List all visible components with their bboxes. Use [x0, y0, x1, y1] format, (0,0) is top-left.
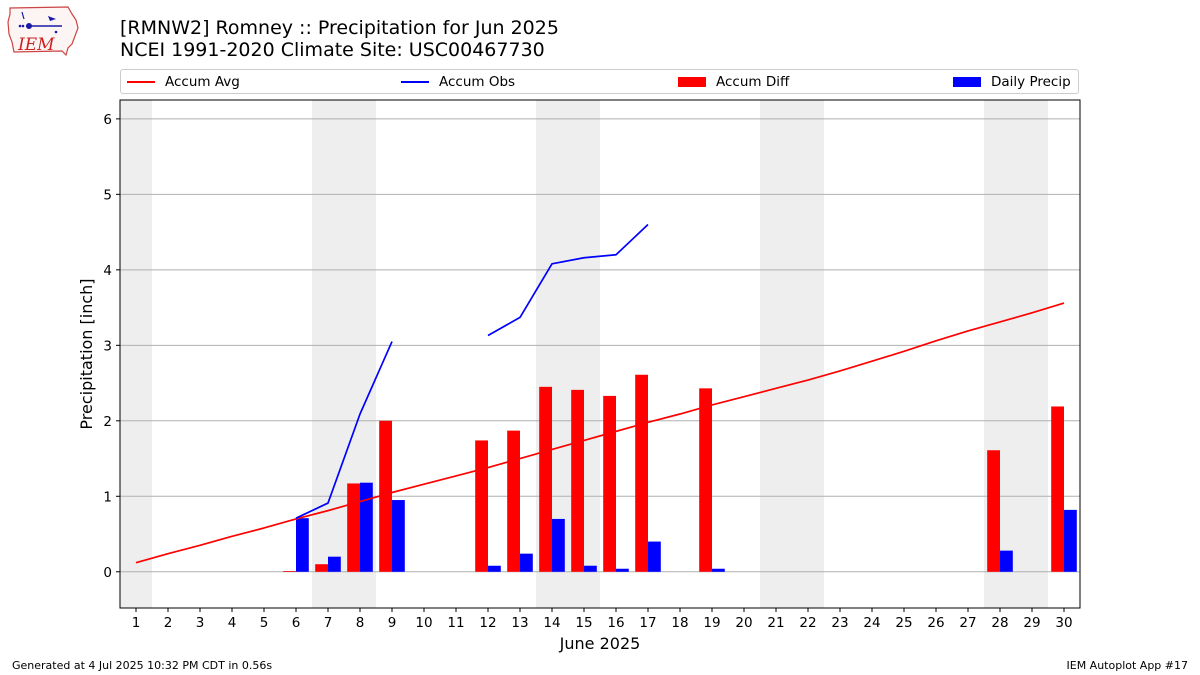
legend-swatch-daily-precip — [953, 77, 981, 87]
daily-precip-bar-6 — [296, 518, 309, 572]
x-tick-label-26: 26 — [927, 615, 944, 631]
y-axis-label: Precipitation [inch] — [77, 278, 96, 429]
x-tick-label-20: 20 — [735, 615, 752, 631]
legend-label-accum-obs: Accum Obs — [439, 74, 516, 90]
legend-label-accum-avg: Accum Avg — [165, 74, 240, 90]
y-tick-label-5: 5 — [103, 187, 112, 203]
accum-diff-bar-28 — [987, 450, 1000, 572]
weekend-bands — [120, 100, 1048, 608]
x-tick-label-17: 17 — [639, 615, 656, 631]
legend-item-accum-avg: Accum Avg — [127, 73, 240, 91]
accum-diff-bar-12 — [475, 440, 488, 572]
daily-precip-bar-8 — [360, 482, 373, 572]
legend-item-accum-obs: Accum Obs — [401, 73, 515, 91]
legend: Accum Avg Accum Obs Accum Diff Daily Pre… — [120, 69, 1079, 94]
x-tick-label-16: 16 — [607, 615, 624, 631]
x-tick-label-18: 18 — [671, 615, 688, 631]
y-tick-label-0: 0 — [103, 565, 112, 581]
lines — [135, 223, 1065, 564]
accum-diff-bar-13 — [507, 430, 520, 572]
legend-swatch-accum-obs — [401, 81, 429, 83]
x-tick-label-29: 29 — [1023, 615, 1040, 631]
daily-precip-bar-28 — [1000, 550, 1013, 572]
y-tick-label-2: 2 — [103, 414, 112, 430]
y-tick-label-6: 6 — [103, 112, 112, 128]
chart-subtitle: NCEI 1991-2020 Climate Site: USC00467730 — [120, 39, 545, 61]
x-tick-label-27: 27 — [959, 615, 976, 631]
y-tick-label-3: 3 — [103, 338, 112, 354]
accum-obs-line-0 — [295, 341, 393, 519]
daily-precip-bar-15 — [584, 565, 597, 572]
daily-precip-bar-12 — [488, 565, 501, 572]
daily-precip-bar-17 — [648, 541, 661, 572]
x-tick-label-23: 23 — [831, 615, 848, 631]
footer-app: IEM Autoplot App #17 — [1066, 659, 1189, 672]
iem-logo: IEM — [7, 6, 79, 57]
x-tick-label-14: 14 — [543, 615, 560, 631]
x-tick-label-15: 15 — [575, 615, 592, 631]
accum-diff-bar-15 — [571, 389, 584, 572]
weekend-band-29 — [1016, 100, 1048, 608]
daily-precip-bar-13 — [520, 553, 533, 572]
daily-precip-bar-14 — [552, 518, 565, 572]
daily-precip-bar-9 — [392, 500, 405, 572]
accum-obs-line-1 — [487, 223, 649, 337]
legend-swatch-accum-diff — [678, 77, 706, 87]
accum-diff-bar-9 — [379, 420, 392, 572]
accum-diff-bar-30 — [1051, 406, 1064, 572]
x-tick-label-19: 19 — [703, 615, 720, 631]
x-tick-label-9: 9 — [388, 615, 397, 631]
accum-diff-bar-17 — [635, 374, 648, 572]
daily-precip-bar-7 — [328, 556, 341, 572]
weekend-band-21 — [760, 100, 792, 608]
accum-diff-bar-14 — [539, 386, 552, 572]
weekend-band-7 — [312, 100, 344, 608]
weekend-band-22 — [792, 100, 824, 608]
logo-text: IEM — [17, 35, 55, 55]
x-tick-label-7: 7 — [324, 615, 333, 631]
legend-item-daily-precip: Daily Precip — [953, 73, 1071, 91]
accum-diff-bar-8 — [347, 483, 360, 572]
x-tick-label-3: 3 — [196, 615, 205, 631]
plot-frame — [119, 99, 1081, 609]
daily-precip-bar-30 — [1064, 509, 1077, 572]
x-tick-label-30: 30 — [1055, 615, 1072, 631]
x-axis-label: June 2025 — [559, 634, 641, 653]
bars — [283, 374, 1077, 572]
accum-diff-bar-6 — [283, 571, 296, 572]
x-tick-label-2: 2 — [164, 615, 173, 631]
accum-avg-line-0 — [135, 302, 1065, 564]
accum-diff-bar-16 — [603, 395, 616, 572]
chart-title: [RMNW2] Romney :: Precipitation for Jun … — [120, 17, 559, 39]
y-tick-label-4: 4 — [103, 263, 112, 279]
weekend-band-1 — [120, 100, 152, 608]
x-tick-label-4: 4 — [228, 615, 237, 631]
x-tick-label-1: 1 — [132, 615, 141, 631]
x-tick-label-21: 21 — [767, 615, 784, 631]
legend-swatch-accum-avg — [127, 81, 155, 83]
x-tick-label-10: 10 — [415, 615, 432, 631]
x-tick-label-28: 28 — [991, 615, 1008, 631]
x-tick-label-6: 6 — [292, 615, 301, 631]
accum-diff-bar-19 — [699, 388, 712, 572]
x-tick-label-24: 24 — [863, 615, 880, 631]
legend-label-accum-diff: Accum Diff — [716, 74, 790, 90]
x-tick-label-25: 25 — [895, 615, 912, 631]
footer-generated: Generated at 4 Jul 2025 10:32 PM CDT in … — [12, 659, 273, 672]
legend-item-accum-diff: Accum Diff — [678, 73, 789, 91]
daily-precip-bar-16 — [616, 568, 629, 572]
daily-precip-bar-19 — [712, 568, 725, 572]
x-tick-label-13: 13 — [511, 615, 528, 631]
legend-label-daily-precip: Daily Precip — [991, 74, 1071, 90]
y-tick-label-1: 1 — [103, 489, 112, 505]
x-tick-label-12: 12 — [479, 615, 496, 631]
x-tick-label-11: 11 — [447, 615, 464, 631]
x-tick-label-22: 22 — [799, 615, 816, 631]
x-tick-label-5: 5 — [260, 615, 269, 631]
x-tick-label-8: 8 — [356, 615, 365, 631]
accum-diff-bar-7 — [315, 564, 328, 572]
